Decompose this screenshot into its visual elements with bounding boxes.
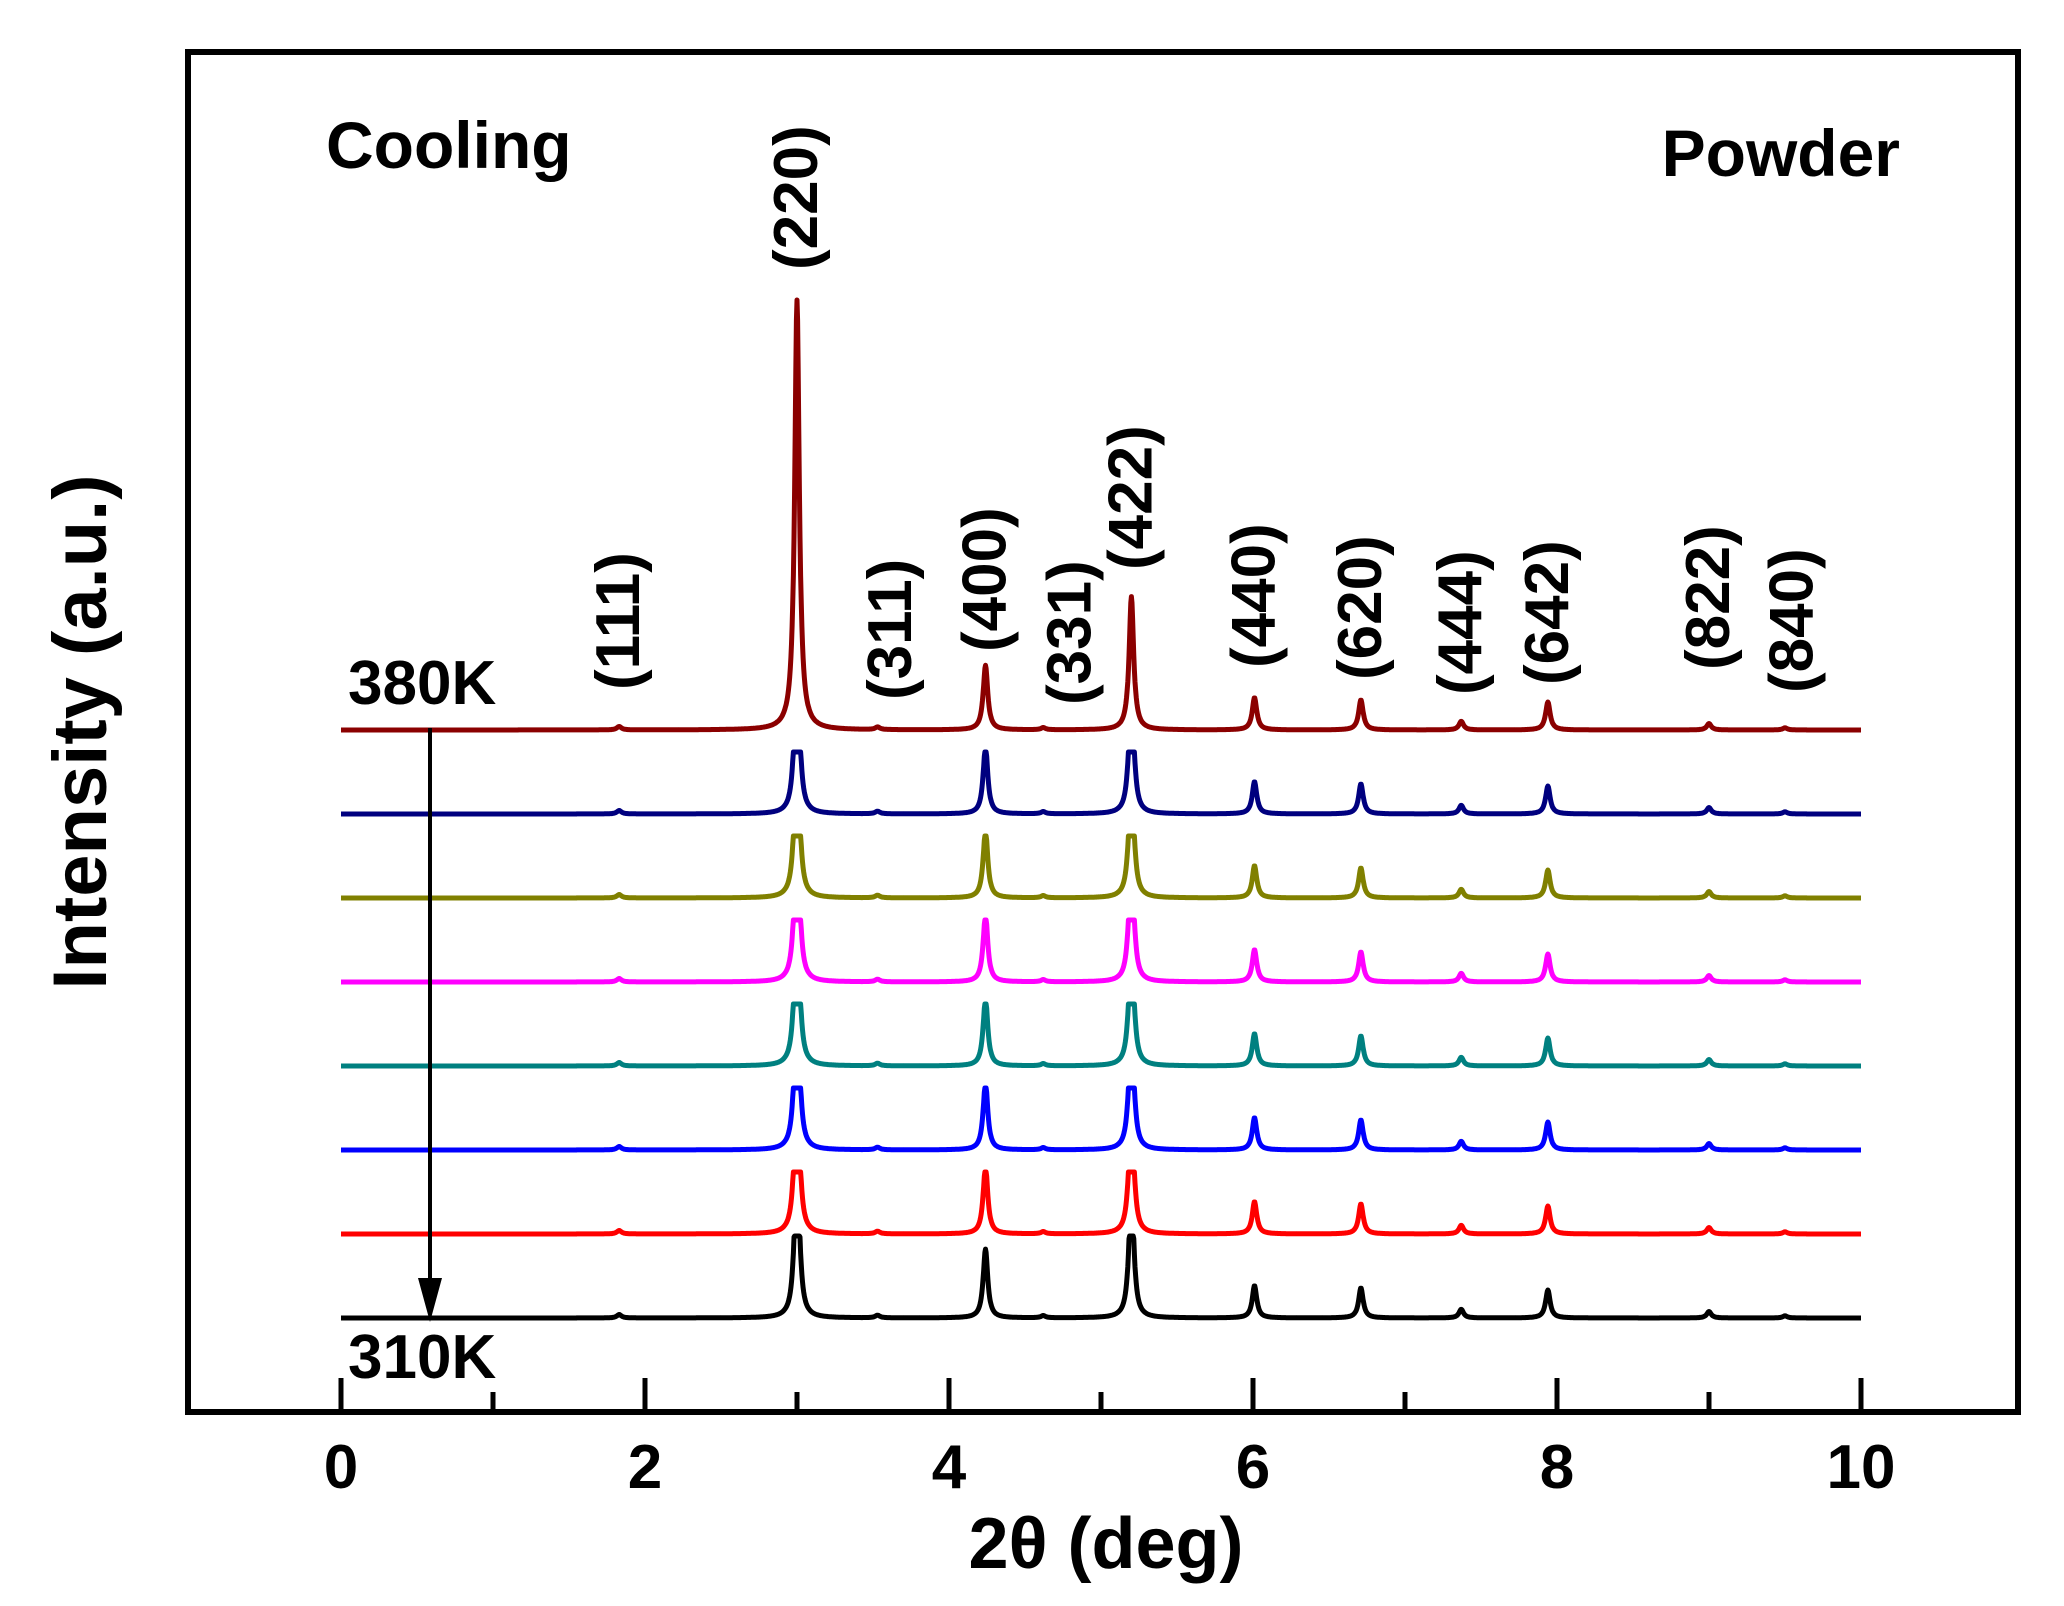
series-line-series-7 <box>339 1169 1863 1237</box>
x-axis-ticks: 0 2 4 6 8 10 <box>324 1378 1896 1502</box>
x-tick-label: 6 <box>1236 1433 1270 1502</box>
series-line-series-2 <box>339 749 1863 817</box>
powder-label: Powder <box>1662 116 1900 190</box>
x-tick-label: 2 <box>628 1433 662 1502</box>
x-tick-label: 0 <box>324 1433 358 1502</box>
peak-label: (444) <box>1426 550 1495 695</box>
peak-label: (400) <box>950 507 1019 652</box>
peak-label: (311) <box>856 559 925 700</box>
series-line-series-6 <box>339 1085 1863 1153</box>
plot-frame <box>185 49 2021 1415</box>
series-line-series-4 <box>339 917 1863 985</box>
cooling-arrow <box>418 728 442 1322</box>
peak-labels: (111) (220) (311) (400) (331)(422) (440) (620)… <box>584 125 1826 705</box>
cooling-label: Cooling <box>326 108 572 182</box>
peak-label: (440) <box>1220 523 1289 668</box>
peak-label: (220) <box>762 125 831 270</box>
series-line-series-5 <box>339 1001 1863 1069</box>
x-tick-label: 8 <box>1540 1433 1574 1502</box>
series-line-380k <box>339 297 1863 733</box>
x-axis-label: 2θ (deg) <box>969 1504 1244 1584</box>
peak-label: (422) <box>1096 425 1165 570</box>
peak-label: (331) <box>1036 560 1105 705</box>
peak-label: (620) <box>1326 535 1395 680</box>
series-line-310k <box>339 1233 1863 1321</box>
series-layer <box>339 297 1863 1321</box>
x-tick-label: 4 <box>932 1433 967 1502</box>
series-line-series-3 <box>339 833 1863 901</box>
series-label-310k: 310K <box>348 1323 496 1392</box>
peak-label: (840) <box>1758 548 1827 693</box>
peak-label: (642) <box>1513 540 1582 685</box>
x-tick-label: 10 <box>1827 1433 1896 1502</box>
series-label-380k: 380K <box>348 649 496 718</box>
peak-label: (111) <box>584 552 653 690</box>
peak-label: (822) <box>1674 525 1743 670</box>
y-axis-label: Intensity (a.u.) <box>38 474 123 989</box>
